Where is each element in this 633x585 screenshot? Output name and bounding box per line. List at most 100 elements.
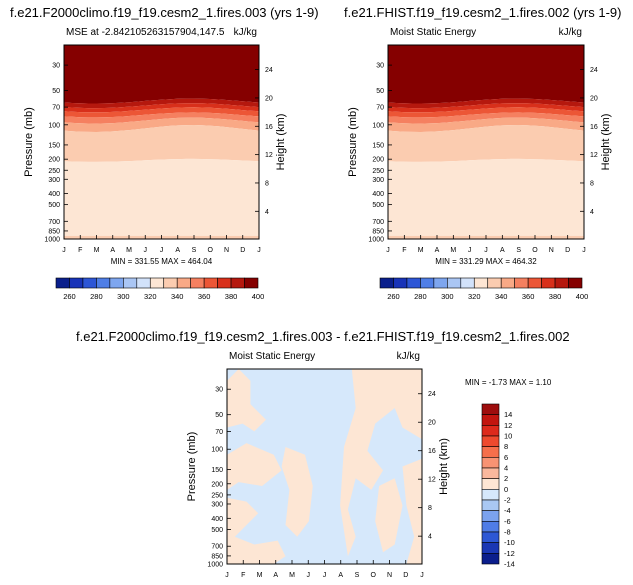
contour-band-positive [227, 443, 282, 490]
contour-band [64, 45, 259, 104]
y-axis-label: Pressure (mb) [347, 107, 359, 177]
month-tick-label: F [78, 247, 82, 254]
colorbar-swatch [481, 510, 500, 522]
month-tick-label: J [386, 247, 390, 254]
colorbar-swatch [379, 277, 394, 289]
pressure-tick-label: 30 [376, 63, 384, 70]
pressure-tick-label: 30 [215, 387, 223, 394]
colorbar-swatch [481, 499, 500, 511]
month-tick-label: J [307, 572, 311, 579]
month-tick-label: J [160, 247, 164, 254]
month-tick-label: N [224, 247, 229, 254]
panel-title: f.e21.F2000climo.f19_f19.cesm2_1.fires.0… [10, 5, 319, 20]
height-tick-label: 4 [590, 209, 594, 216]
colorbar-swatch [500, 277, 515, 289]
height-tick-label: 16 [428, 448, 436, 455]
colorbar-swatch [473, 277, 489, 289]
colorbar-label: 14 [504, 410, 512, 419]
month-tick-label: A [110, 247, 115, 254]
pressure-tick-label: 100 [48, 122, 60, 129]
panel-2-field [388, 45, 584, 239]
pressure-tick-label: 500 [48, 202, 60, 209]
pressure-tick-label: 1000 [44, 237, 60, 244]
colorbar-swatch [123, 277, 138, 289]
colorbar-label: -2 [504, 496, 511, 505]
colorbar-swatch [244, 277, 259, 289]
colorbar-swatch [481, 425, 500, 437]
pressure-tick-label: 50 [376, 88, 384, 95]
month-tick-label: A [338, 572, 343, 579]
pressure-tick-label: 700 [211, 544, 223, 551]
height-tick-label: 20 [265, 95, 273, 102]
colorbar-swatch [109, 277, 124, 289]
contour-band [64, 98, 259, 109]
colorbar-swatch [420, 277, 435, 289]
contour-band [388, 103, 584, 113]
colorbar-label: 8 [504, 442, 508, 451]
colorbar-label: -6 [504, 517, 511, 526]
panel-units-label: kJ/kg [234, 27, 257, 38]
colorbar-label: 0 [504, 485, 508, 494]
month-tick-label: N [387, 572, 392, 579]
month-tick-label: J [62, 247, 66, 254]
pressure-tick-label: 700 [372, 219, 384, 226]
pressure-tick-label: 100 [372, 122, 384, 129]
month-tick-label: A [175, 247, 180, 254]
contour-band [388, 117, 584, 132]
height-tick-label: 12 [428, 477, 436, 484]
colorbar-swatch [481, 521, 500, 533]
month-tick-label: J [225, 572, 229, 579]
y-axis-label-right: Height (km) [600, 114, 612, 171]
y-axis-label-right: Height (km) [275, 114, 287, 171]
pressure-tick-label: 400 [48, 191, 60, 198]
min-max-label: MIN = 331.29 MAX = 464.32 [435, 257, 537, 266]
month-tick-label: A [435, 247, 440, 254]
pressure-tick-label: 200 [372, 157, 384, 164]
colorbar-swatch [554, 277, 569, 289]
month-tick-label: F [241, 572, 245, 579]
colorbar-label: 400 [576, 292, 589, 301]
panel-3-field [227, 369, 422, 564]
colorbar-swatch [190, 277, 205, 289]
contour-band-positive [375, 478, 403, 553]
month-tick-label: J [257, 247, 261, 254]
height-tick-label: 8 [265, 180, 269, 187]
colorbar-swatch [481, 435, 500, 447]
pressure-tick-label: 400 [372, 191, 384, 198]
pressure-tick-label: 250 [372, 168, 384, 175]
pressure-tick-label: 150 [48, 142, 60, 149]
height-tick-label: 24 [590, 67, 598, 74]
colorbar-swatch [514, 277, 529, 289]
height-tick-label: 24 [265, 67, 273, 74]
month-tick-label: O [532, 247, 538, 254]
colorbar-swatch [481, 414, 500, 426]
colorbar-label: 320 [144, 292, 157, 301]
height-tick-label: 4 [265, 209, 269, 216]
colorbar-label: -12 [504, 549, 515, 558]
month-tick-label: O [208, 247, 214, 254]
colorbar-swatch [481, 531, 500, 543]
panel-units-label: kJ/kg [559, 27, 582, 38]
colorbar-label: 340 [171, 292, 184, 301]
y-axis-label-right: Height (km) [438, 438, 450, 495]
colorbar-swatch [481, 478, 500, 490]
height-tick-label: 12 [265, 152, 273, 159]
colorbar-swatch [176, 277, 191, 289]
contour-band [64, 103, 259, 113]
colorbar-swatch [82, 277, 97, 289]
height-tick-label: 16 [265, 124, 273, 131]
colorbar-swatch [55, 277, 70, 289]
colorbar-label: 360 [198, 292, 211, 301]
colorbar-swatch [433, 277, 448, 289]
pressure-tick-label: 30 [52, 63, 60, 70]
colorbar-swatch [447, 277, 462, 289]
pressure-tick-label: 50 [215, 412, 223, 419]
panel-2-axes: 30 50 70 100 150 200 250 300 400 500 700 850 1000 24 2… [344, 5, 621, 254]
month-tick-label: J [484, 247, 488, 254]
contour-band [64, 117, 259, 132]
colorbar-swatch [481, 446, 500, 458]
pressure-tick-label: 300 [48, 177, 60, 184]
colorbar-label: -4 [504, 506, 511, 515]
pressure-tick-label: 1000 [207, 562, 223, 569]
colorbar-label: 340 [495, 292, 508, 301]
